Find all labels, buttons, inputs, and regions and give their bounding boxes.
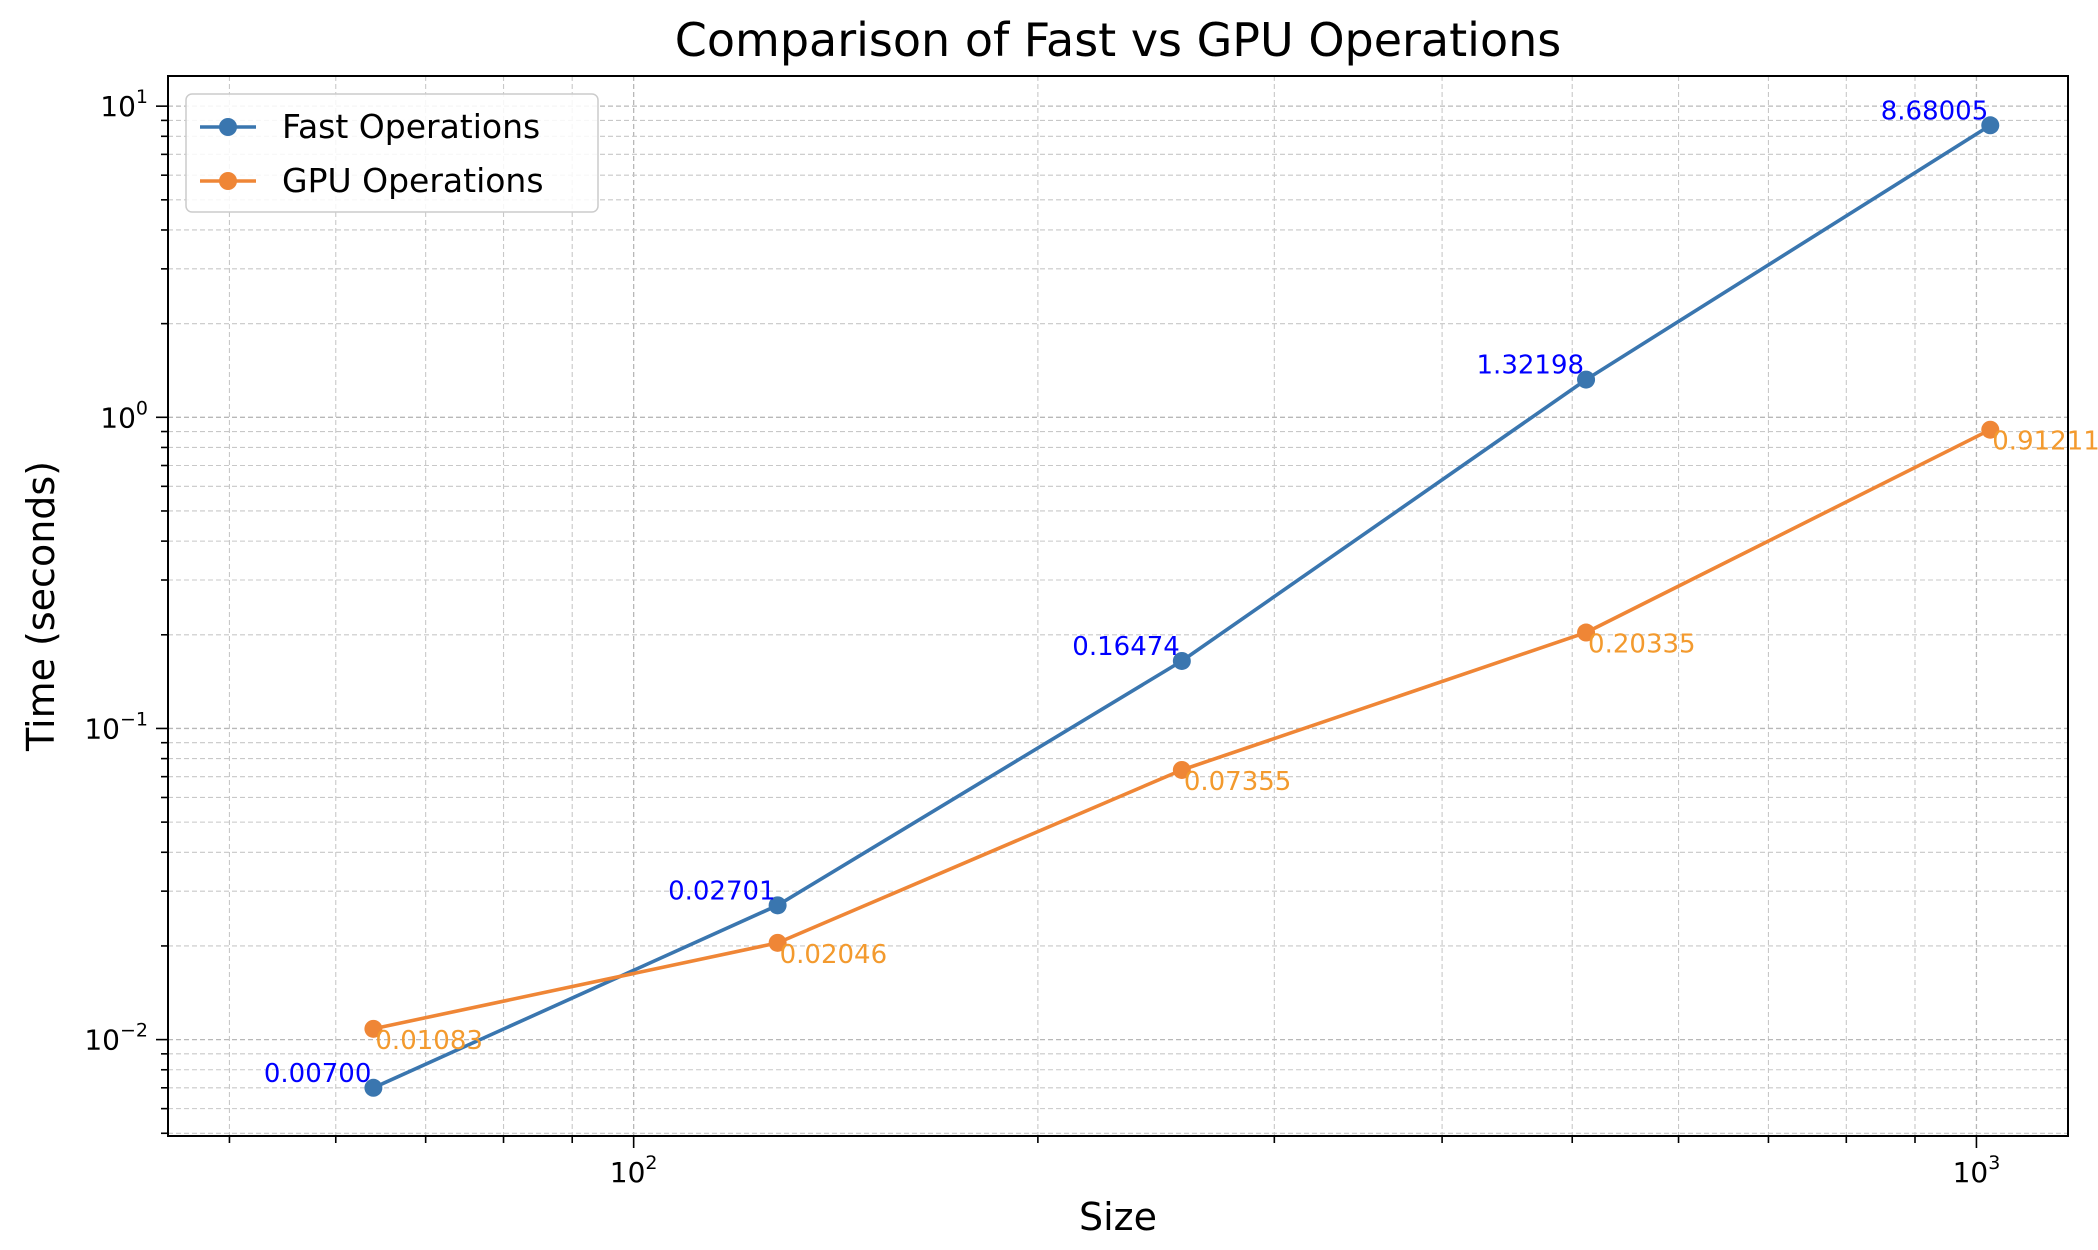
legend-item: Fast Operations <box>200 107 540 146</box>
x-axis-label: Size <box>1079 1195 1157 1239</box>
data-point <box>1172 760 1191 779</box>
x-tick-label: 103 <box>1953 1152 2001 1189</box>
data-point <box>1577 623 1596 642</box>
legend-label: GPU Operations <box>282 161 544 200</box>
data-label: 0.07355 <box>1184 767 1292 797</box>
y-tick-label: 100 <box>100 397 148 434</box>
data-label: 0.01083 <box>375 1026 483 1056</box>
axis-ticks: 102 103 10−2 10−1 100 101 <box>84 86 2000 1189</box>
plot-frame <box>167 75 2069 1137</box>
y-tick-label: 10−1 <box>84 708 148 745</box>
series-layer: 0.00700 0.02701 0.16474 1.32198 8.68005 0.010… <box>264 96 2098 1097</box>
data-point <box>1172 651 1191 670</box>
data-label: 0.20335 <box>1588 630 1696 660</box>
data-point <box>364 1078 383 1097</box>
y-tick-label: 101 <box>100 86 148 123</box>
data-label: 1.32198 <box>1477 351 1585 381</box>
data-point <box>768 896 787 915</box>
data-label: 0.00700 <box>264 1059 372 1089</box>
data-label: 0.02046 <box>780 940 888 970</box>
y-axis-label: Time (seconds) <box>19 461 63 752</box>
data-point <box>1981 420 2000 439</box>
data-label: 8.68005 <box>1881 96 1989 126</box>
legend-label: Fast Operations <box>282 107 540 146</box>
data-label: 0.16474 <box>1072 632 1180 662</box>
data-label: 0.91211 <box>1992 427 2098 457</box>
data-label: 0.02701 <box>668 876 776 906</box>
data-point <box>768 933 787 952</box>
data-point <box>1981 116 2000 135</box>
legend-item: GPU Operations <box>200 161 544 200</box>
legend-marker <box>219 172 237 190</box>
data-point <box>364 1019 383 1038</box>
legend-marker <box>219 118 237 136</box>
x-tick-label: 102 <box>610 1152 658 1189</box>
series-gpu: 0.01083 0.02046 0.07355 0.20335 0.91211 <box>364 420 2098 1056</box>
data-point <box>1577 370 1596 389</box>
chart-title: Comparison of Fast vs GPU Operations <box>675 13 1561 67</box>
legend-box <box>185 93 599 213</box>
y-tick-label: 10−2 <box>84 1020 148 1057</box>
series-fast: 0.00700 0.02701 0.16474 1.32198 8.68005 <box>264 96 2000 1097</box>
legend: Fast Operations GPU Operations <box>185 93 599 213</box>
